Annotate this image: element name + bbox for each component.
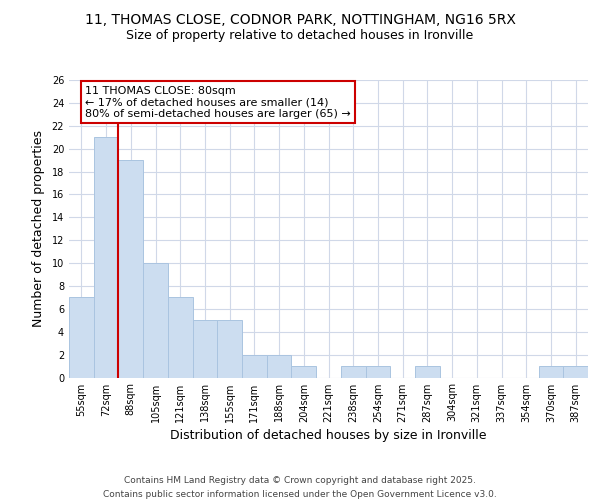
- Text: Size of property relative to detached houses in Ironville: Size of property relative to detached ho…: [127, 29, 473, 42]
- Bar: [539, 366, 563, 378]
- Bar: [563, 366, 588, 378]
- Bar: [217, 320, 242, 378]
- Bar: [242, 354, 267, 378]
- Bar: [267, 354, 292, 378]
- Bar: [292, 366, 316, 378]
- Bar: [94, 137, 118, 378]
- Bar: [341, 366, 365, 378]
- Y-axis label: Number of detached properties: Number of detached properties: [32, 130, 44, 327]
- Bar: [143, 263, 168, 378]
- Bar: [118, 160, 143, 378]
- Bar: [415, 366, 440, 378]
- Bar: [69, 298, 94, 378]
- Bar: [168, 298, 193, 378]
- Text: Contains HM Land Registry data © Crown copyright and database right 2025.: Contains HM Land Registry data © Crown c…: [124, 476, 476, 485]
- Text: Contains public sector information licensed under the Open Government Licence v3: Contains public sector information licen…: [103, 490, 497, 499]
- X-axis label: Distribution of detached houses by size in Ironville: Distribution of detached houses by size …: [170, 428, 487, 442]
- Text: 11 THOMAS CLOSE: 80sqm
← 17% of detached houses are smaller (14)
80% of semi-det: 11 THOMAS CLOSE: 80sqm ← 17% of detached…: [85, 86, 351, 119]
- Text: 11, THOMAS CLOSE, CODNOR PARK, NOTTINGHAM, NG16 5RX: 11, THOMAS CLOSE, CODNOR PARK, NOTTINGHA…: [85, 12, 515, 26]
- Bar: [193, 320, 217, 378]
- Bar: [365, 366, 390, 378]
